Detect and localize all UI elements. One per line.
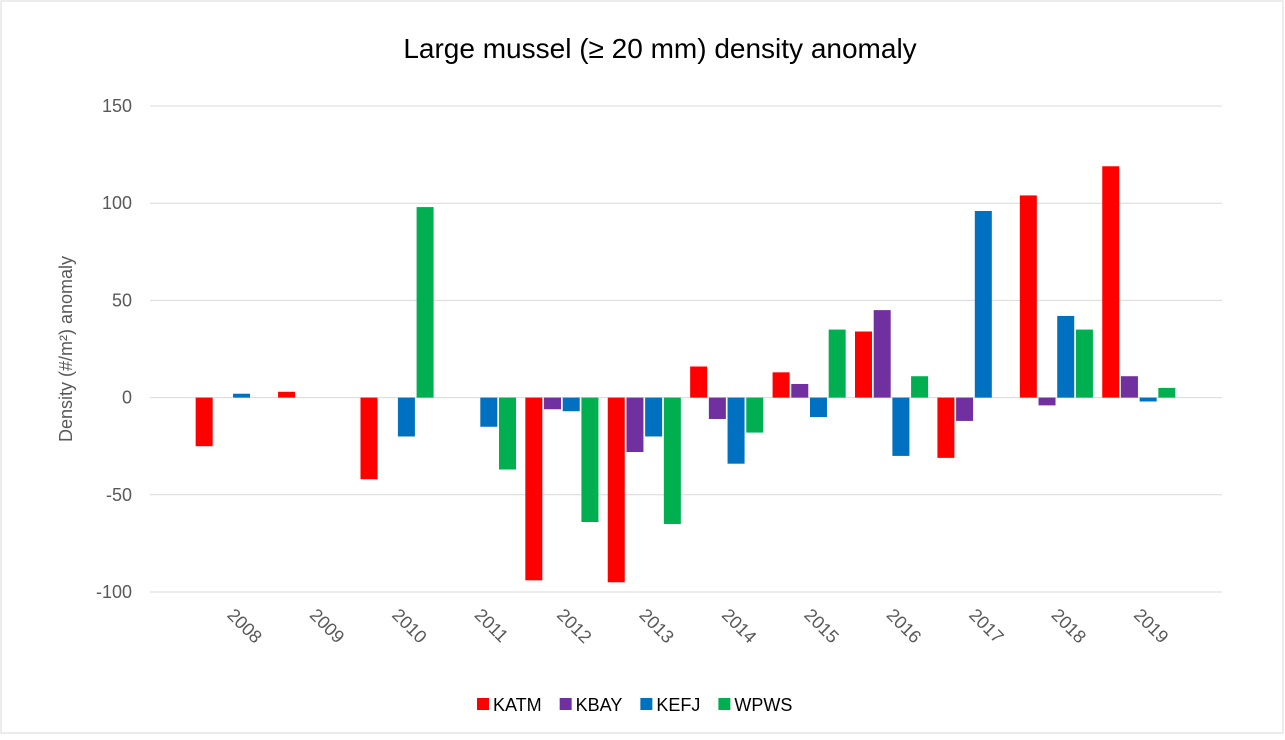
bar [195,397,213,447]
bar [828,329,846,398]
bar [1075,329,1093,398]
bar [626,397,644,453]
legend-label: KATM [493,695,542,715]
bar [974,210,992,398]
bar [708,397,726,419]
y-tick-label: 100 [102,193,132,213]
bar [1102,166,1120,398]
bar [645,397,663,437]
legend-label: KEFJ [656,695,700,715]
legend-swatch [718,698,731,710]
legend-swatch [559,698,572,710]
bar [690,366,708,398]
bar [772,372,790,398]
bar [1038,397,1056,406]
bar [746,397,764,433]
bar [873,310,891,398]
bar [607,397,625,583]
bar [480,397,498,427]
bar [562,397,580,412]
y-tick-label: 0 [122,388,132,408]
y-tick-label: -50 [106,485,132,505]
bar [727,397,745,464]
bar [956,397,974,421]
y-tick-label: 50 [112,290,132,310]
bar [1158,387,1176,398]
chart-title: Large mussel (≥ 20 mm) density anomaly [403,33,916,64]
y-tick-label: -100 [96,582,132,602]
bar [360,397,378,480]
bar [892,397,910,456]
legend-swatch [640,698,653,710]
bar [1019,195,1037,398]
y-tick-label: 150 [102,96,132,116]
bar [499,397,517,470]
bar [1139,397,1157,402]
bar [854,331,872,398]
legend-swatch [477,698,489,710]
bar [663,397,681,524]
legend-label: WPWS [734,695,792,715]
bar [911,376,929,398]
bar [809,397,827,418]
bar [544,397,562,410]
bar [1120,376,1138,398]
bar [581,397,599,523]
bar [1057,315,1075,398]
bar [791,383,809,398]
bar [278,391,296,398]
bar [397,397,415,437]
bar [525,397,543,581]
bar [416,207,434,398]
bar [233,393,251,398]
legend-label: KBAY [576,695,623,715]
y-axis-label: Density (#/m²) anomaly [56,256,76,442]
bar [937,397,955,458]
